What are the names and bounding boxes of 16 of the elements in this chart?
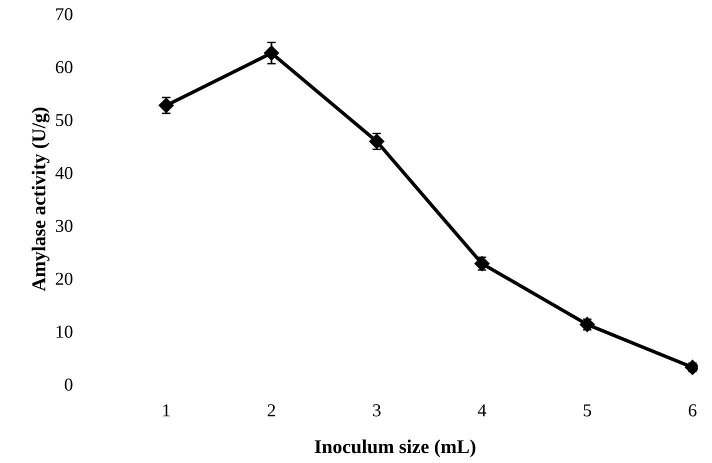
x-axis-title: Inoculum size (mL)	[314, 440, 476, 458]
y-tick-label: 60	[56, 61, 72, 74]
y-tick-label: 50	[56, 114, 72, 126]
y-tick-label: 20	[56, 272, 72, 285]
x-tick-label: 4	[478, 404, 486, 416]
x-tick-label: 2	[268, 404, 276, 416]
y-tick-label: 70	[56, 8, 72, 20]
y-tick-label: 30	[56, 220, 72, 232]
y-tick-label: 40	[55, 166, 72, 180]
x-tick-label: 1	[163, 404, 170, 416]
y-tick-label: 0	[64, 378, 72, 391]
y-axis-title: Amylase activity (U/g)	[32, 108, 50, 292]
x-tick-label: 6	[688, 404, 696, 416]
x-tick-label: 3	[373, 404, 381, 416]
y-tick-label: 10	[56, 326, 72, 338]
x-tick-label: 5	[584, 404, 592, 416]
